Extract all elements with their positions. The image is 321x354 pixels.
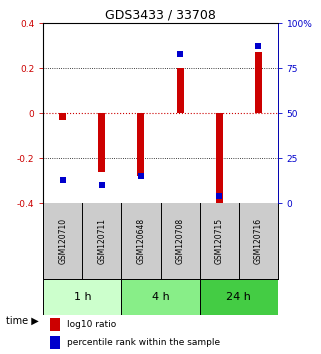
- Bar: [50, 319, 60, 331]
- Point: [178, 51, 183, 57]
- Bar: [43, 279, 121, 315]
- Bar: [99, 113, 105, 172]
- Text: GSM120710: GSM120710: [58, 218, 67, 264]
- Text: percentile rank within the sample: percentile rank within the sample: [67, 338, 220, 347]
- Text: time ▶: time ▶: [6, 315, 39, 325]
- Text: 24 h: 24 h: [226, 292, 251, 302]
- Text: GSM120708: GSM120708: [176, 218, 185, 264]
- Bar: [121, 279, 200, 315]
- Bar: [255, 52, 262, 113]
- Text: log10 ratio: log10 ratio: [67, 320, 116, 329]
- Point: [99, 182, 104, 188]
- Title: GDS3433 / 33708: GDS3433 / 33708: [105, 9, 216, 22]
- Bar: [216, 113, 222, 203]
- Bar: [200, 279, 278, 315]
- Bar: [177, 68, 184, 113]
- Bar: [137, 113, 144, 176]
- Point: [256, 44, 261, 49]
- Bar: [50, 336, 60, 349]
- Text: GSM120716: GSM120716: [254, 218, 263, 264]
- Text: GSM120715: GSM120715: [214, 218, 224, 264]
- Text: GSM120648: GSM120648: [136, 218, 145, 264]
- Text: GSM120711: GSM120711: [97, 218, 107, 264]
- Text: 1 h: 1 h: [74, 292, 91, 302]
- Point: [138, 173, 143, 179]
- Point: [60, 177, 65, 183]
- Bar: [59, 113, 66, 120]
- Text: 4 h: 4 h: [152, 292, 169, 302]
- Point: [216, 193, 221, 199]
